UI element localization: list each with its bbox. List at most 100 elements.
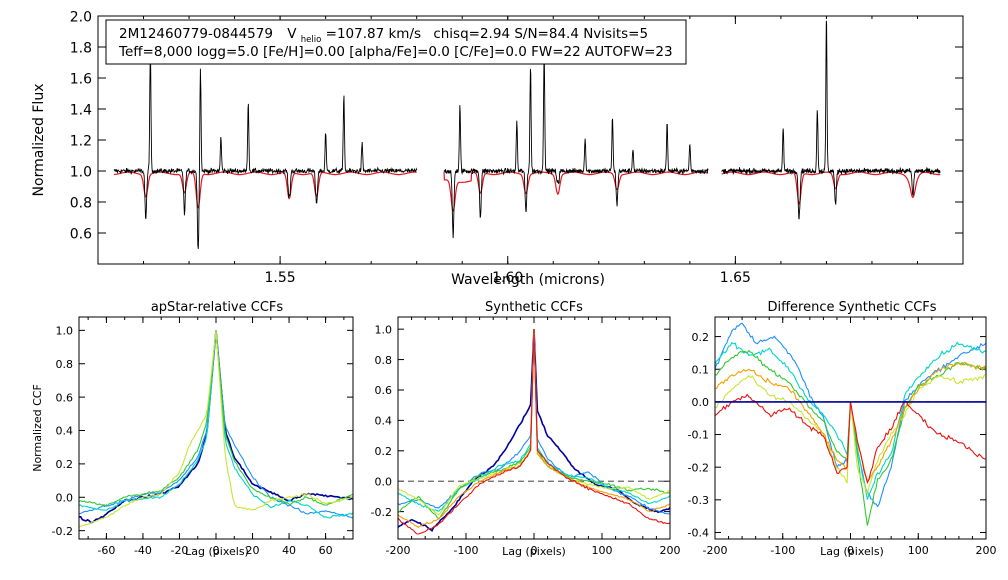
ccf-series-1 — [79, 330, 354, 524]
y-tick-label: 0.6 — [70, 226, 92, 242]
x-tick-label: 60 — [319, 544, 333, 557]
x-tick-label: 20 — [246, 544, 260, 557]
x-tick-label: -40 — [134, 544, 152, 557]
synthetic-ccf-lines — [397, 329, 671, 535]
observed-spectrum-line — [721, 20, 941, 220]
x-tick-label: 100 — [908, 544, 929, 557]
ccf-series-4 — [714, 373, 987, 496]
difference-ccf-frame — [714, 316, 987, 540]
x-tick-label: -60 — [97, 544, 115, 557]
y-tick-label: 0.0 — [692, 396, 710, 409]
vhelio-value: =107.87 km/s — [326, 26, 421, 42]
ccf-series-6 — [397, 329, 671, 528]
y-tick-label: 0.2 — [375, 445, 393, 458]
difference-ccf-xlabel: Lag (pixels) — [820, 545, 884, 558]
x-tick-label: 200 — [976, 544, 997, 557]
y-tick-label: 1.2 — [70, 133, 92, 149]
ccf-series-4 — [78, 330, 354, 507]
apstar-ccf-title: apStar-relative CCFs — [151, 300, 284, 315]
vhelio-subscript: helio — [301, 35, 322, 45]
y-tick-label: -0.2 — [371, 506, 392, 519]
x-tick-label: 200 — [660, 544, 681, 557]
y-tick-label: 0.0 — [56, 491, 74, 504]
spectrum-frame — [97, 15, 964, 265]
y-tick-label: 0.1 — [692, 363, 710, 376]
x-tick-label: 100 — [592, 544, 613, 557]
y-tick-label: 0.8 — [70, 195, 92, 211]
x-tick-label: -100 — [770, 544, 795, 557]
x-tick-label: 40 — [282, 544, 296, 557]
spectrum-lines — [113, 20, 941, 249]
y-tick-label: 1.6 — [70, 71, 92, 87]
x-tick-label: -100 — [454, 544, 479, 557]
y-tick-label: 1.0 — [70, 164, 92, 180]
star-id: 2M12460779-0844579 — [119, 26, 273, 42]
y-tick-label: 0.8 — [375, 354, 393, 367]
spectrum-ticks: 1.55 1.60 1.65 0.6 0.8 1.0 1.2 1.4 1.6 1.8 2.0 — [70, 9, 963, 286]
model-spectrum-line — [721, 171, 941, 205]
synthetic-ccf-frame — [397, 316, 671, 540]
apstar-ccf-xlabel: Lag (pixels) — [185, 545, 249, 558]
y-tick-label: 1.0 — [56, 325, 74, 338]
y-tick-label: 0.4 — [375, 415, 393, 428]
x-tick-label: 0 — [213, 544, 220, 557]
observed-spectrum-line — [443, 53, 709, 239]
ccf-series-4 — [397, 329, 671, 520]
fit-stats: chisq=2.94 S/N=84.4 Nvisits=5 — [433, 26, 648, 42]
apstar-ccf-panel: apStar-relative CCFs -60 -40 -20 0 20 40 60 -0.… — [31, 300, 354, 558]
synthetic-ccf-ticks: -200 -100 0 100 200 -0.2 0.0 0.2 0.4 0.6 0.8 1.0 — [371, 317, 681, 557]
ccf-series-7 — [397, 329, 671, 535]
x-tick-label: -200 — [703, 544, 728, 557]
ccf-series-2 — [78, 330, 354, 519]
ccf-series-1 — [397, 329, 671, 532]
y-tick-label: 0.2 — [56, 458, 74, 471]
y-tick-label: 0.4 — [56, 425, 74, 438]
apstar-ccf-frame — [78, 316, 354, 540]
y-tick-label: 1.4 — [70, 102, 92, 118]
x-tick-label: -20 — [170, 544, 188, 557]
vhelio-label: V — [287, 26, 297, 42]
observed-spectrum-line — [113, 49, 418, 249]
x-tick-label: 0 — [847, 544, 854, 557]
difference-ccf-title: Difference Synthetic CCFs — [767, 300, 936, 315]
info-line-1: 2M12460779-0844579 V helio =107.87 km/s … — [119, 26, 648, 46]
x-tick-label: 1.65 — [720, 270, 751, 286]
y-tick-label: 0.0 — [375, 475, 393, 488]
y-tick-label: -0.2 — [52, 525, 73, 538]
y-tick-label: 0.8 — [56, 358, 74, 371]
y-tick-label: -0.2 — [688, 461, 709, 474]
model-spectrum-line — [113, 171, 417, 209]
y-tick-label: 0.6 — [375, 384, 393, 397]
y-tick-label: -0.3 — [688, 494, 709, 507]
apstar-ccf-ylabel: Normalized CCF — [31, 384, 44, 472]
y-tick-label: 1.8 — [70, 40, 92, 56]
ccf-series-2 — [714, 341, 987, 500]
apstar-ccf-lines — [78, 330, 354, 528]
y-tick-label: 0.2 — [692, 331, 710, 344]
y-tick-label: 0.6 — [56, 391, 74, 404]
spectrum-xlabel: Wavelength (microns) — [451, 272, 605, 288]
synthetic-ccf-xlabel: Lag (pixels) — [502, 545, 566, 558]
ccf-series-6 — [714, 393, 987, 485]
x-tick-label: 1.55 — [265, 270, 296, 286]
synthetic-ccf-title: Synthetic CCFs — [485, 300, 583, 315]
y-tick-label: -0.1 — [688, 429, 709, 442]
info-box — [105, 19, 687, 65]
x-tick-label: 1.60 — [492, 270, 523, 286]
difference-ccf-lines — [714, 322, 987, 526]
info-line-2: Teff=8,000 logg=5.0 [Fe/H]=0.00 [alpha/F… — [118, 44, 673, 60]
y-tick-label: -0.4 — [688, 527, 709, 540]
ccf-series-5 — [714, 361, 987, 482]
ccf-series-2 — [397, 329, 671, 515]
x-tick-label: 0 — [531, 544, 538, 557]
x-tick-label: -200 — [386, 544, 411, 557]
y-tick-label: 2.0 — [70, 9, 92, 25]
apstar-ccf-ticks: -60 -40 -20 0 20 40 60 -0.2 0.0 0.2 0.4 0.6 0.8 1.0 — [52, 317, 353, 557]
synthetic-ccf-panel: Synthetic CCFs -200 -100 0 100 200 -0.2 0.0 0.2… — [371, 300, 681, 558]
ccf-series-3 — [78, 330, 354, 519]
spectrum-ylabel: Normalized Flux — [31, 84, 47, 197]
difference-ccf-panel: Difference Synthetic CCFs -200 -100 0 100 20… — [688, 300, 997, 558]
model-spectrum-line — [443, 171, 709, 212]
